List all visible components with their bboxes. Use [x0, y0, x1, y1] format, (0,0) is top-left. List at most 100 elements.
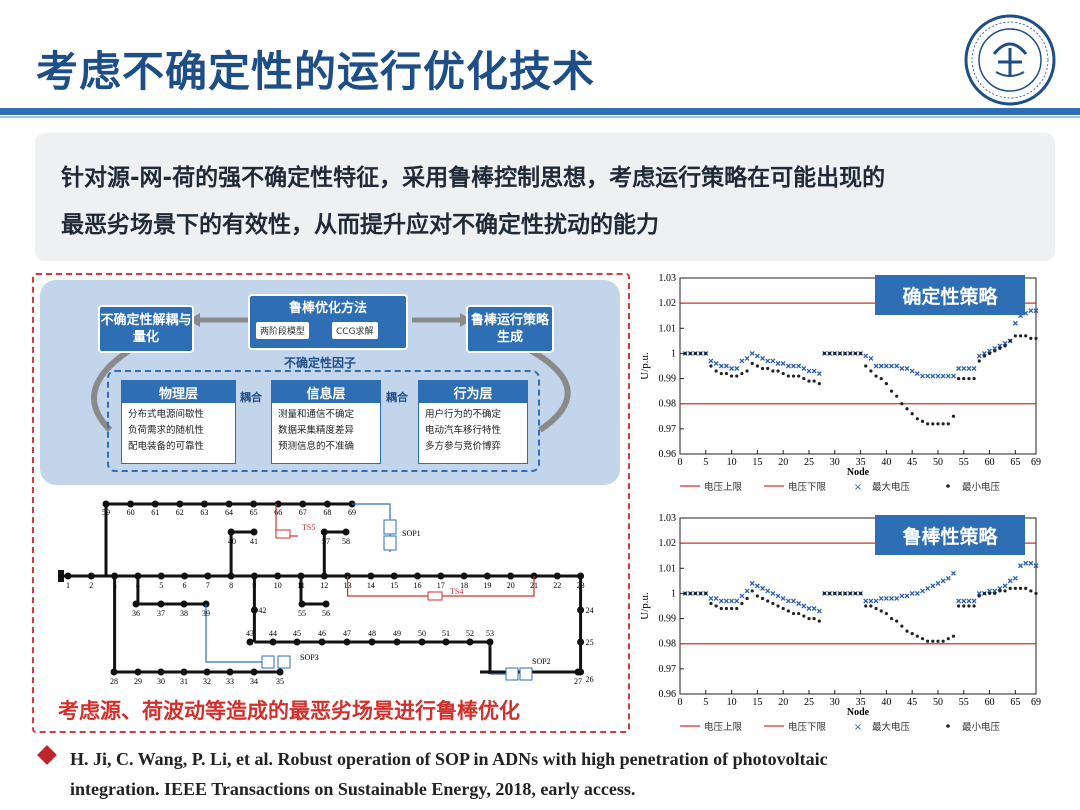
physical-layer-item: 负荷需求的随机性 — [128, 425, 205, 436]
min-voltage-point — [905, 407, 909, 411]
max-voltage-point — [775, 361, 781, 366]
min-voltage-point — [993, 349, 997, 353]
bus-label: 56 — [322, 609, 330, 618]
bus-label: 25 — [586, 638, 594, 647]
min-voltage-point — [957, 604, 961, 608]
x-tick-label: 20 — [778, 697, 788, 708]
min-voltage-point — [962, 376, 966, 381]
max-voltage-point — [754, 583, 760, 589]
max-voltage-point — [796, 363, 802, 369]
x-tick-label: 20 — [778, 457, 788, 468]
max-voltage-point — [816, 608, 822, 614]
min-voltage-point — [895, 619, 899, 623]
x-tick-label: 55 — [959, 457, 969, 468]
ccg-solve-tag: CCG求解 — [332, 322, 378, 339]
behavior-layer-box: 行为层 用户行为的不确定 电动汽车移行特性 多方参与竞价博弈 — [418, 380, 528, 464]
x-tick-label: 30 — [830, 457, 840, 468]
bus-label: 10 — [274, 581, 282, 590]
max-voltage-point — [920, 588, 925, 594]
min-voltage-point — [905, 629, 909, 633]
min-voltage-point — [848, 591, 852, 596]
min-voltage-point — [709, 364, 713, 368]
max-voltage-point — [1002, 583, 1008, 589]
y-tick-label: 0.97 — [659, 664, 677, 675]
bus-node — [180, 600, 188, 608]
bus-node — [318, 638, 326, 646]
tie-switch-icon — [275, 529, 291, 539]
max-voltage-point — [796, 601, 802, 606]
max-voltage-point — [775, 593, 781, 599]
max-voltage-point — [920, 373, 925, 379]
left-panel-frame — [32, 273, 630, 733]
bus-node — [437, 572, 445, 580]
max-voltage-point — [718, 598, 724, 604]
y-tick-label: 0.96 — [659, 449, 677, 460]
max-voltage-point — [760, 585, 766, 591]
max-voltage-point — [801, 366, 807, 371]
max-voltage-point — [925, 373, 931, 379]
bus-label: 15 — [390, 581, 398, 590]
reference-citation: H. Ji, C. Wang, P. Li, et al. Robust ope… — [70, 744, 1045, 804]
min-voltage-point — [1029, 336, 1033, 340]
bus-label: 52 — [466, 629, 474, 638]
min-voltage-point — [962, 604, 966, 608]
x-axis-label: Node — [847, 467, 870, 478]
min-voltage-point — [889, 389, 894, 393]
max-voltage-point — [997, 585, 1003, 591]
sop-icon — [383, 519, 397, 535]
max-voltage-point — [863, 353, 869, 359]
bus-node — [181, 572, 188, 580]
min-voltage-point — [699, 351, 703, 356]
bus-node — [418, 638, 426, 646]
bus-label: 12 — [320, 581, 328, 590]
max-voltage-point — [883, 595, 889, 601]
min-voltage-point — [920, 637, 925, 641]
x-tick-label: 0 — [678, 457, 683, 468]
physical-layer-box: 物理层 分布式电源间歇性 负荷需求的随机性 配电装备的可靠性 — [121, 380, 236, 464]
robust-strategy-badge: 鲁棒性策略 — [875, 515, 1025, 555]
bus-node — [367, 572, 375, 580]
max-voltage-point — [739, 358, 745, 364]
min-voltage-point — [884, 382, 888, 386]
bus-label: 65 — [250, 508, 258, 517]
information-layer-item: 测量和通信不确定 — [278, 409, 355, 420]
min-voltage-point — [951, 634, 956, 638]
max-voltage-point — [899, 366, 905, 371]
physical-layer-title: 物理层 — [122, 381, 235, 403]
deterministic-strategy-badge: 确定性策略 — [875, 275, 1025, 315]
max-voltage-point — [749, 350, 755, 356]
uncertainty-layers-frame — [107, 370, 540, 472]
min-voltage-point — [822, 351, 827, 356]
x-tick-label: 35 — [856, 697, 866, 708]
reference-bullet-icon — [37, 745, 57, 765]
max-voltage-point — [1033, 563, 1039, 569]
bus-label: 30 — [157, 677, 165, 686]
title-divider — [0, 108, 1080, 115]
max-voltage-point — [914, 590, 920, 596]
max-voltage-point — [909, 590, 915, 596]
bus-node — [151, 500, 159, 508]
min-voltage-point — [910, 632, 914, 636]
min-voltage-point — [936, 422, 940, 426]
max-voltage-point — [734, 598, 740, 604]
min-voltage-point — [869, 369, 873, 373]
max-voltage-point — [976, 590, 982, 596]
bus-node — [442, 638, 450, 646]
y-tick-label: 0.96 — [659, 689, 677, 700]
max-voltage-point — [729, 598, 735, 604]
tie-switch-icon — [427, 591, 443, 601]
bus-label: 46 — [318, 629, 326, 638]
y-tick-label: 1.02 — [659, 538, 677, 549]
min-voltage-point — [946, 422, 950, 426]
max-voltage-point — [945, 373, 951, 379]
bus-label: 6 — [183, 581, 187, 590]
uncertainty-factor-label: 不确定性因子 — [284, 356, 357, 370]
max-voltage-point — [894, 363, 900, 369]
min-voltage-point — [807, 379, 811, 383]
max-voltage-point — [997, 343, 1003, 349]
max-voltage-point — [909, 368, 915, 374]
bus-node — [246, 638, 254, 646]
min-voltage-point — [1018, 334, 1023, 338]
min-voltage-point — [693, 351, 698, 356]
min-voltage-point — [760, 366, 765, 371]
